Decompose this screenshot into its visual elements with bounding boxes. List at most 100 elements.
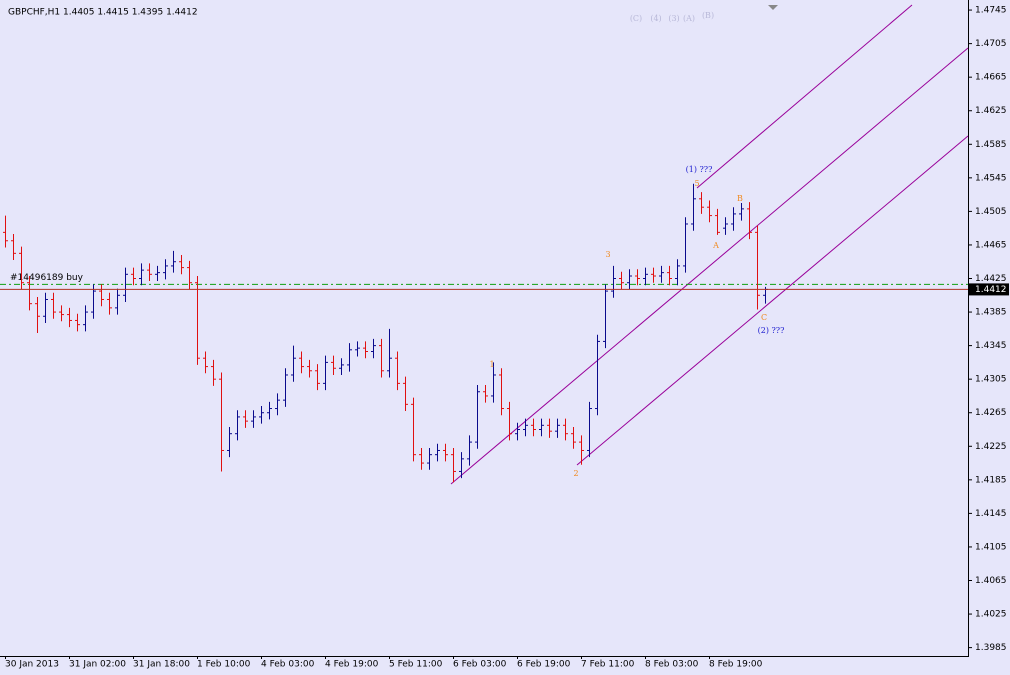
ohlc-bar <box>435 443 440 462</box>
y-tick-label: 1.4665 <box>975 73 1007 83</box>
ohlc-bar <box>139 263 144 286</box>
ohlc-bar <box>11 234 16 261</box>
y-tick-label: 1.4505 <box>975 207 1007 217</box>
ohlc-bar <box>299 351 304 374</box>
wave-label: 3 <box>605 250 610 259</box>
ohlc-bar <box>691 183 696 231</box>
ohlc-bar <box>587 401 592 458</box>
bars <box>3 183 768 483</box>
ohlc-bar <box>187 260 192 290</box>
y-tick-label: 1.4305 <box>975 375 1007 385</box>
ohlc-bar <box>99 284 104 307</box>
ohlc-bar <box>659 265 664 283</box>
ohlc-bar <box>571 426 576 449</box>
ohlc-bar <box>395 351 400 391</box>
ohlc-bar <box>379 338 384 378</box>
ohlc-bar <box>43 292 48 323</box>
ohlc-bar <box>323 355 328 391</box>
ohlc-bar <box>267 401 272 420</box>
x-tick-label: 7 Feb 11:00 <box>581 660 635 670</box>
ohlc-bar <box>707 200 712 223</box>
x-tick-label: 8 Feb 03:00 <box>645 660 699 670</box>
y-tick-label: 1.4705 <box>975 39 1007 49</box>
ohlc-bar <box>747 202 752 240</box>
ohlc-bar <box>723 217 728 235</box>
ohlc-bar <box>251 410 256 428</box>
ohlc-bar <box>179 255 184 275</box>
ohlc-bar <box>579 435 584 465</box>
ohlc-bar <box>491 362 496 403</box>
y-tick-label: 1.4585 <box>975 140 1007 150</box>
y-tick-label: 1.4105 <box>975 542 1007 552</box>
pitchfork-upper <box>696 4 913 189</box>
ohlc-bar <box>19 246 24 290</box>
ohlc-bar <box>523 418 528 437</box>
y-tick-label: 1.4265 <box>975 408 1007 418</box>
ohlc-bar <box>227 426 232 458</box>
ohlc-bar <box>115 288 120 315</box>
ohlc-bar <box>211 359 216 386</box>
y-tick-label: 1.4545 <box>975 173 1007 183</box>
ohlc-bar <box>483 385 488 403</box>
ohlc-bar <box>235 410 240 441</box>
y-tick-label: 1.3985 <box>975 643 1007 653</box>
ohlc-bar <box>667 265 672 286</box>
ohlc-bar <box>283 368 288 407</box>
x-tick-label: 6 Feb 03:00 <box>453 660 507 670</box>
ohlc-bar <box>531 418 536 437</box>
x-tick-label: 6 Feb 19:00 <box>517 660 571 670</box>
ohlc-bar <box>427 447 432 470</box>
wave-label: (B) <box>702 11 714 20</box>
wave-label: B <box>737 194 743 203</box>
wave-label: 1 <box>489 360 494 369</box>
price-label-box <box>969 283 1009 296</box>
ohlc-bar <box>451 447 456 483</box>
ohlc-bar <box>339 358 344 375</box>
wave-label: (2) ??? <box>758 326 785 335</box>
ohlc-bar <box>467 435 472 466</box>
ohlc-bar <box>699 192 704 214</box>
ohlc-bar <box>147 263 152 282</box>
wave-label: A <box>712 241 719 250</box>
y-tick-label: 1.4065 <box>975 576 1007 586</box>
ohlc-bar <box>739 203 744 221</box>
ohlc-bar <box>59 305 64 322</box>
ohlc-bar <box>315 364 320 391</box>
ohlc-bar <box>419 447 424 470</box>
pitchfork-lower <box>576 135 969 466</box>
x-tick-label: 30 Jan 2013 <box>5 660 59 670</box>
chart-title: GBPCHF,H1 1.4405 1.4415 1.4395 1.4412 <box>8 8 198 18</box>
ohlc-bar <box>403 376 408 412</box>
ohlc-bar <box>595 334 600 416</box>
ohlc-bar <box>291 345 296 382</box>
order-line-label: #14496189 buy <box>10 273 84 283</box>
ohlc-bar <box>675 259 680 286</box>
ohlc-bar <box>555 418 560 438</box>
y-tick-label: 1.4465 <box>975 240 1007 250</box>
ohlc-bar <box>51 292 56 319</box>
ohlc-bar <box>539 418 544 437</box>
ohlc-bar <box>563 418 568 441</box>
ohlc-bar <box>363 341 368 359</box>
ohlc-bar <box>611 265 616 298</box>
pitchfork-median <box>450 47 969 485</box>
ohlc-bar <box>683 217 688 273</box>
y-tick-label: 1.4425 <box>975 274 1007 284</box>
wave-label: C <box>761 313 767 322</box>
ohlc-bar <box>195 275 200 365</box>
shift-marker <box>768 5 778 10</box>
y-tick-label: 1.4225 <box>975 442 1007 452</box>
ohlc-bar <box>507 401 512 441</box>
ohlc-bar <box>131 267 136 286</box>
ohlc-bar <box>731 207 736 231</box>
ohlc-bar <box>499 368 504 416</box>
ohlc-bar <box>91 284 96 319</box>
ohlc-bar <box>411 397 416 462</box>
ohlc-bar <box>515 422 520 441</box>
x-tick-label: 4 Feb 03:00 <box>261 660 315 670</box>
ohlc-bar <box>619 271 624 290</box>
ohlc-bar <box>475 385 480 449</box>
ohlc-bar <box>643 267 648 286</box>
wave-label: (A) <box>683 14 695 23</box>
